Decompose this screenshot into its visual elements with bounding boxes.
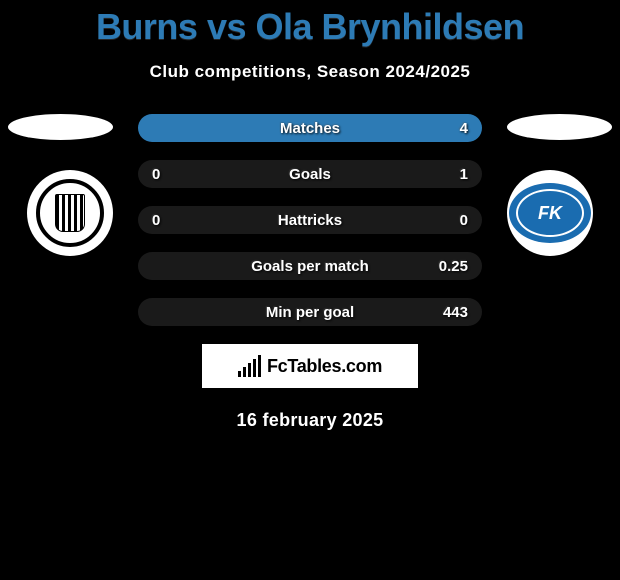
stat-row-hattricks: 0 Hattricks 0: [138, 206, 482, 234]
stat-row-matches: Matches 4: [138, 114, 482, 142]
stats-column: Matches 4 0 Goals 1 0 Hattricks 0 Goals …: [138, 114, 482, 326]
stat-right-value: 0: [460, 212, 468, 229]
brand-bars-icon: [238, 355, 261, 377]
stat-right-value: 1: [460, 166, 468, 183]
stat-label: Goals per match: [251, 258, 369, 275]
stat-right-value: 0.25: [439, 258, 468, 275]
stat-row-goals: 0 Goals 1: [138, 160, 482, 188]
brand-text: FcTables.com: [267, 356, 382, 377]
left-ellipse: [8, 114, 113, 140]
stat-label: Min per goal: [266, 304, 354, 321]
stat-right-value: 4: [460, 120, 468, 137]
stat-label: Hattricks: [278, 212, 342, 229]
subtitle: Club competitions, Season 2024/2025: [0, 62, 620, 82]
comparison-area: FK Matches 4 0 Goals 1 0 Hattricks 0 Goa…: [0, 114, 620, 431]
page-title: Burns vs Ola Brynhildsen: [0, 0, 620, 48]
brand-badge: FcTables.com: [202, 344, 418, 388]
right-ellipse: [507, 114, 612, 140]
date-label: 16 february 2025: [0, 410, 620, 431]
stat-right-value: 443: [443, 304, 468, 321]
stat-label: Goals: [289, 166, 331, 183]
grimsby-logo-icon: [36, 179, 104, 247]
team-logo-left: [27, 170, 113, 256]
stat-row-min-per-goal: Min per goal 443: [138, 298, 482, 326]
team-logo-right: FK: [507, 170, 593, 256]
stat-left-value: 0: [152, 166, 160, 183]
stat-left-value: 0: [152, 212, 160, 229]
stat-label: Matches: [280, 120, 340, 137]
molde-logo-icon: FK: [509, 183, 591, 243]
stat-row-goals-per-match: Goals per match 0.25: [138, 252, 482, 280]
